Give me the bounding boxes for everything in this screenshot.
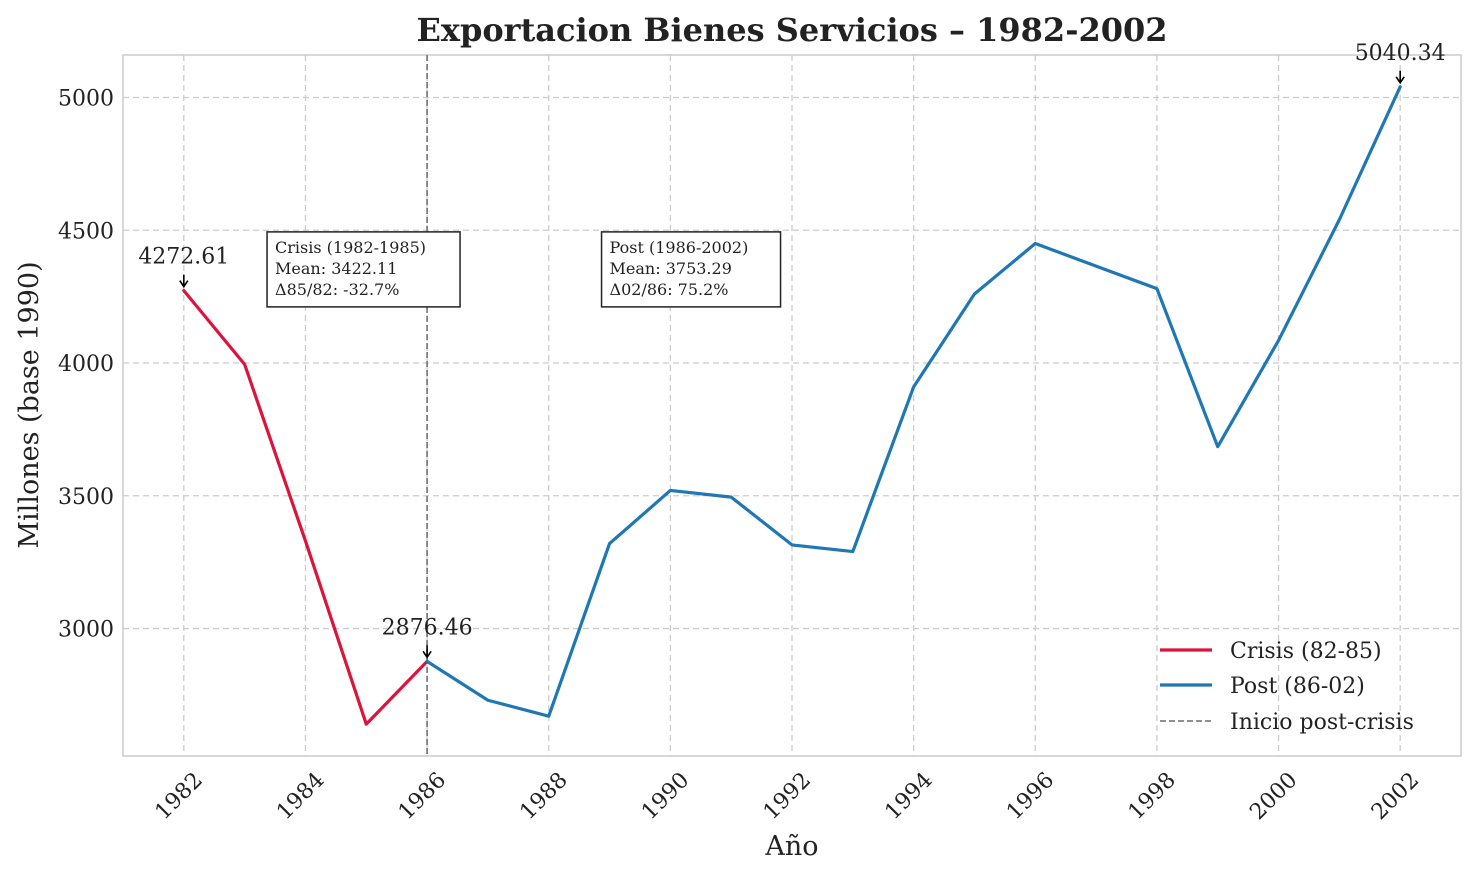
legend-label: Crisis (82-85) bbox=[1230, 639, 1382, 664]
legend-item: Inicio post-crisis bbox=[1160, 710, 1414, 735]
stat-box-crisis: Crisis (1982-1985) Mean: 3422.11 Δ85/82: -… bbox=[266, 231, 461, 308]
x-tick-label: 1992 bbox=[759, 768, 816, 825]
legend-item: Crisis (82-85) bbox=[1160, 639, 1382, 664]
legend: Crisis (82-85) Post (86-02) Inicio post-cr… bbox=[1160, 639, 1414, 735]
x-tick-label: 1990 bbox=[637, 768, 694, 825]
grid bbox=[123, 55, 1461, 756]
annotation-arrow-head bbox=[1395, 76, 1405, 85]
stat-box-post: Post (1986-2002) Mean: 3753.29 Δ02/86: 75.… bbox=[600, 231, 782, 308]
y-tick-labels: 3000 3500 4000 4500 5000 bbox=[58, 86, 114, 642]
stat-box-line: Δ02/86: 75.2% bbox=[610, 280, 729, 299]
y-axis-label: Millones (base 1990) bbox=[14, 261, 45, 548]
y-tick-label: 3500 bbox=[58, 485, 114, 510]
x-tick-label: 1998 bbox=[1124, 768, 1181, 825]
stat-box-line: Post (1986-2002) bbox=[610, 238, 749, 257]
x-tick-label: 1984 bbox=[272, 768, 329, 825]
series-line bbox=[182, 289, 429, 726]
y-tick-label: 5000 bbox=[58, 86, 114, 111]
annotation-label: 4272.61 bbox=[138, 245, 229, 270]
series-line bbox=[425, 85, 1402, 718]
point-annotations: 4272.61 2876.46 5040.34 bbox=[138, 41, 1446, 659]
annotation-arrow-head bbox=[422, 650, 432, 659]
plot-frame bbox=[122, 54, 1462, 757]
stat-box-frame bbox=[600, 231, 782, 308]
x-tick-labels: 1982 1984 1986 1988 1990 1992 1994 1996 1998 2000… bbox=[151, 768, 1425, 825]
stat-box-line: Mean: 3753.29 bbox=[610, 259, 732, 278]
legend-item: Post (86-02) bbox=[1160, 674, 1365, 699]
stat-box-frame bbox=[266, 231, 461, 308]
stat-box-line: Mean: 3422.11 bbox=[275, 259, 397, 278]
chart-title: Exportacion Bienes Servicios – 1982-2002 bbox=[416, 11, 1167, 49]
y-tick-label: 4500 bbox=[58, 219, 114, 244]
y-tick-label: 4000 bbox=[58, 352, 114, 377]
series-group bbox=[182, 85, 1402, 726]
x-tick-label: 1994 bbox=[880, 768, 937, 825]
annotation-label: 5040.34 bbox=[1355, 41, 1446, 66]
x-tick-label: 2002 bbox=[1367, 768, 1424, 825]
x-tick-label: 2000 bbox=[1245, 768, 1302, 825]
stat-boxes: Crisis (1982-1985) Mean: 3422.11 Δ85/82: -… bbox=[266, 231, 782, 308]
legend-label: Inicio post-crisis bbox=[1230, 710, 1414, 735]
legend-label: Post (86-02) bbox=[1230, 674, 1365, 699]
x-tick-label: 1986 bbox=[394, 768, 451, 825]
stat-box-line: Δ85/82: -32.7% bbox=[275, 280, 399, 299]
annotation-label: 2876.46 bbox=[382, 615, 473, 640]
x-tick-label: 1988 bbox=[515, 768, 572, 825]
stat-box-line: Crisis (1982-1985) bbox=[275, 238, 426, 257]
x-axis-label: Año bbox=[764, 831, 818, 862]
annotation-arrow-head bbox=[179, 280, 189, 289]
x-tick-label: 1996 bbox=[1002, 768, 1059, 825]
x-tick-label: 1982 bbox=[151, 768, 208, 825]
y-tick-label: 3000 bbox=[58, 618, 114, 643]
